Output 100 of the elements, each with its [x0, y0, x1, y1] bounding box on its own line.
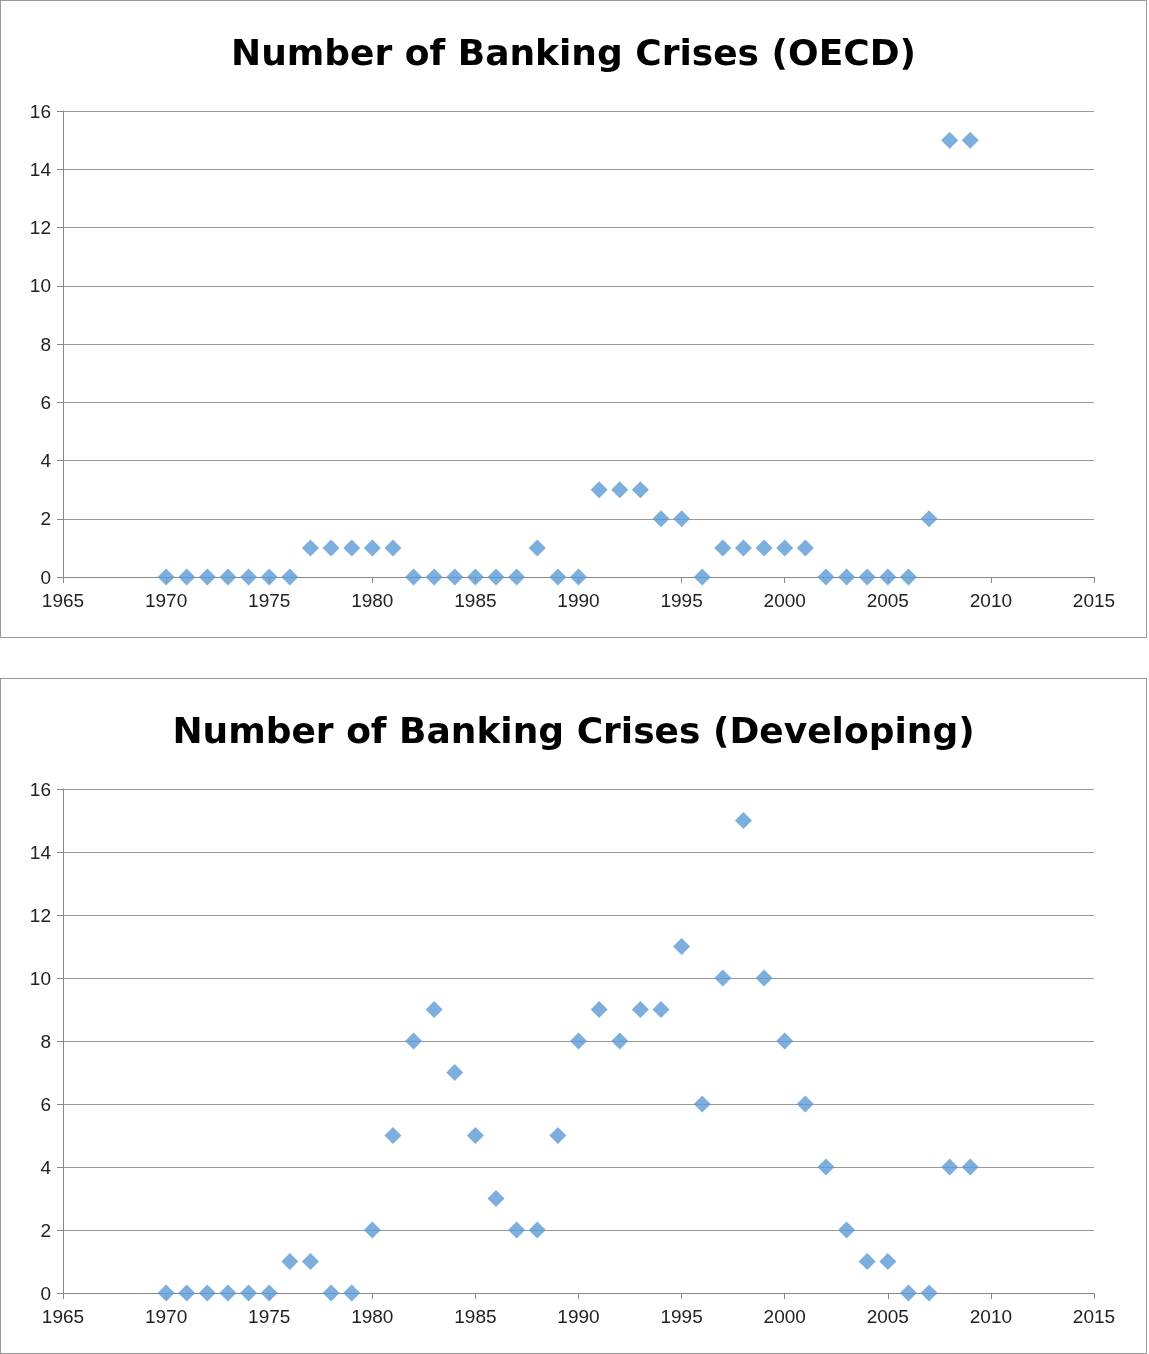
point — [755, 539, 773, 557]
x-tick-label: 2000 — [763, 590, 806, 611]
y-tick-label: 4 — [40, 450, 52, 471]
x-tick-label: 2010 — [969, 1306, 1013, 1327]
y-tick-label: 10 — [29, 967, 51, 989]
point — [941, 1158, 959, 1176]
point — [838, 568, 856, 586]
point — [466, 1127, 484, 1144]
point — [693, 568, 711, 586]
point — [487, 568, 505, 586]
point — [673, 510, 691, 528]
point — [219, 1284, 237, 1302]
x-tick-label: 1970 — [144, 590, 188, 611]
point — [508, 1221, 526, 1239]
point — [961, 131, 979, 149]
point — [487, 1190, 505, 1207]
point — [198, 1284, 216, 1302]
point — [363, 539, 381, 557]
x-tick-label: 2015 — [1072, 1306, 1116, 1327]
point — [281, 568, 299, 586]
x-tick-label: 2015 — [1072, 590, 1116, 611]
point — [755, 969, 773, 987]
y-tick-label: 12 — [29, 904, 51, 926]
point — [384, 539, 402, 557]
point — [879, 568, 897, 586]
point — [570, 1032, 587, 1050]
point — [219, 568, 237, 586]
y-tick-label: 14 — [29, 841, 52, 863]
x-tick-label: 1965 — [41, 1306, 85, 1327]
point — [631, 1001, 649, 1018]
x-tick-label: 1965 — [41, 590, 85, 611]
y-tick-label: 10 — [29, 275, 51, 297]
y-tick-label: 0 — [40, 566, 51, 588]
x-tick-label: 1985 — [454, 1306, 497, 1327]
y-tick-label: 16 — [29, 100, 51, 122]
point — [734, 812, 752, 829]
point — [714, 969, 732, 987]
point — [858, 568, 876, 586]
point — [714, 539, 732, 557]
point — [178, 1284, 196, 1302]
y-tick-label: 16 — [29, 778, 51, 800]
point — [817, 1158, 835, 1176]
point — [446, 1064, 464, 1081]
point — [260, 568, 278, 586]
x-tick-label: 1980 — [351, 1306, 394, 1327]
point — [508, 568, 526, 586]
point — [693, 1095, 711, 1113]
point — [941, 131, 959, 149]
point — [776, 1032, 794, 1050]
point — [240, 568, 258, 586]
x-tick-label: 2005 — [866, 590, 909, 611]
point — [425, 568, 443, 586]
point — [652, 1001, 670, 1018]
point — [611, 1032, 629, 1050]
y-tick-label: 8 — [40, 333, 51, 355]
point — [466, 568, 484, 586]
point — [611, 481, 629, 499]
x-tick-label: 2000 — [763, 1306, 806, 1327]
point — [343, 539, 361, 557]
x-tick-label: 1990 — [557, 1306, 600, 1327]
point — [446, 568, 464, 586]
y-tick-label: 4 — [40, 1156, 52, 1178]
point — [920, 1284, 938, 1302]
y-tick-label: 14 — [29, 158, 52, 180]
x-tick-label: 1985 — [454, 590, 497, 611]
point — [363, 1221, 381, 1239]
point — [528, 1221, 546, 1239]
point — [549, 1127, 567, 1144]
point — [920, 510, 938, 528]
point — [776, 539, 794, 557]
y-tick-label: 8 — [40, 1030, 51, 1052]
point — [157, 568, 175, 586]
y-tick-label: 12 — [29, 217, 51, 238]
point — [198, 568, 216, 586]
point — [570, 568, 587, 586]
y-tick-label: 6 — [40, 391, 51, 413]
x-tick-label: 1970 — [144, 1306, 188, 1327]
y-tick-label: 2 — [40, 1219, 51, 1241]
y-tick-label: 0 — [40, 1282, 51, 1304]
x-tick-label: 1975 — [248, 1306, 291, 1327]
x-tick-label: 1995 — [660, 590, 703, 611]
point — [322, 539, 340, 557]
point — [734, 539, 752, 557]
x-tick-label: 2005 — [866, 1306, 909, 1327]
x-tick-label: 1990 — [557, 590, 600, 611]
point — [631, 481, 649, 499]
point — [899, 568, 917, 586]
point — [240, 1284, 258, 1302]
point — [652, 510, 670, 528]
point — [796, 539, 814, 557]
point — [590, 481, 608, 499]
point — [260, 1284, 278, 1302]
point — [405, 1032, 423, 1050]
point — [425, 1001, 443, 1018]
point — [528, 539, 546, 557]
x-tick-label: 1995 — [660, 1306, 703, 1327]
point — [157, 1284, 175, 1302]
x-tick-label: 2010 — [969, 590, 1013, 611]
point — [322, 1284, 340, 1302]
point — [405, 568, 423, 586]
